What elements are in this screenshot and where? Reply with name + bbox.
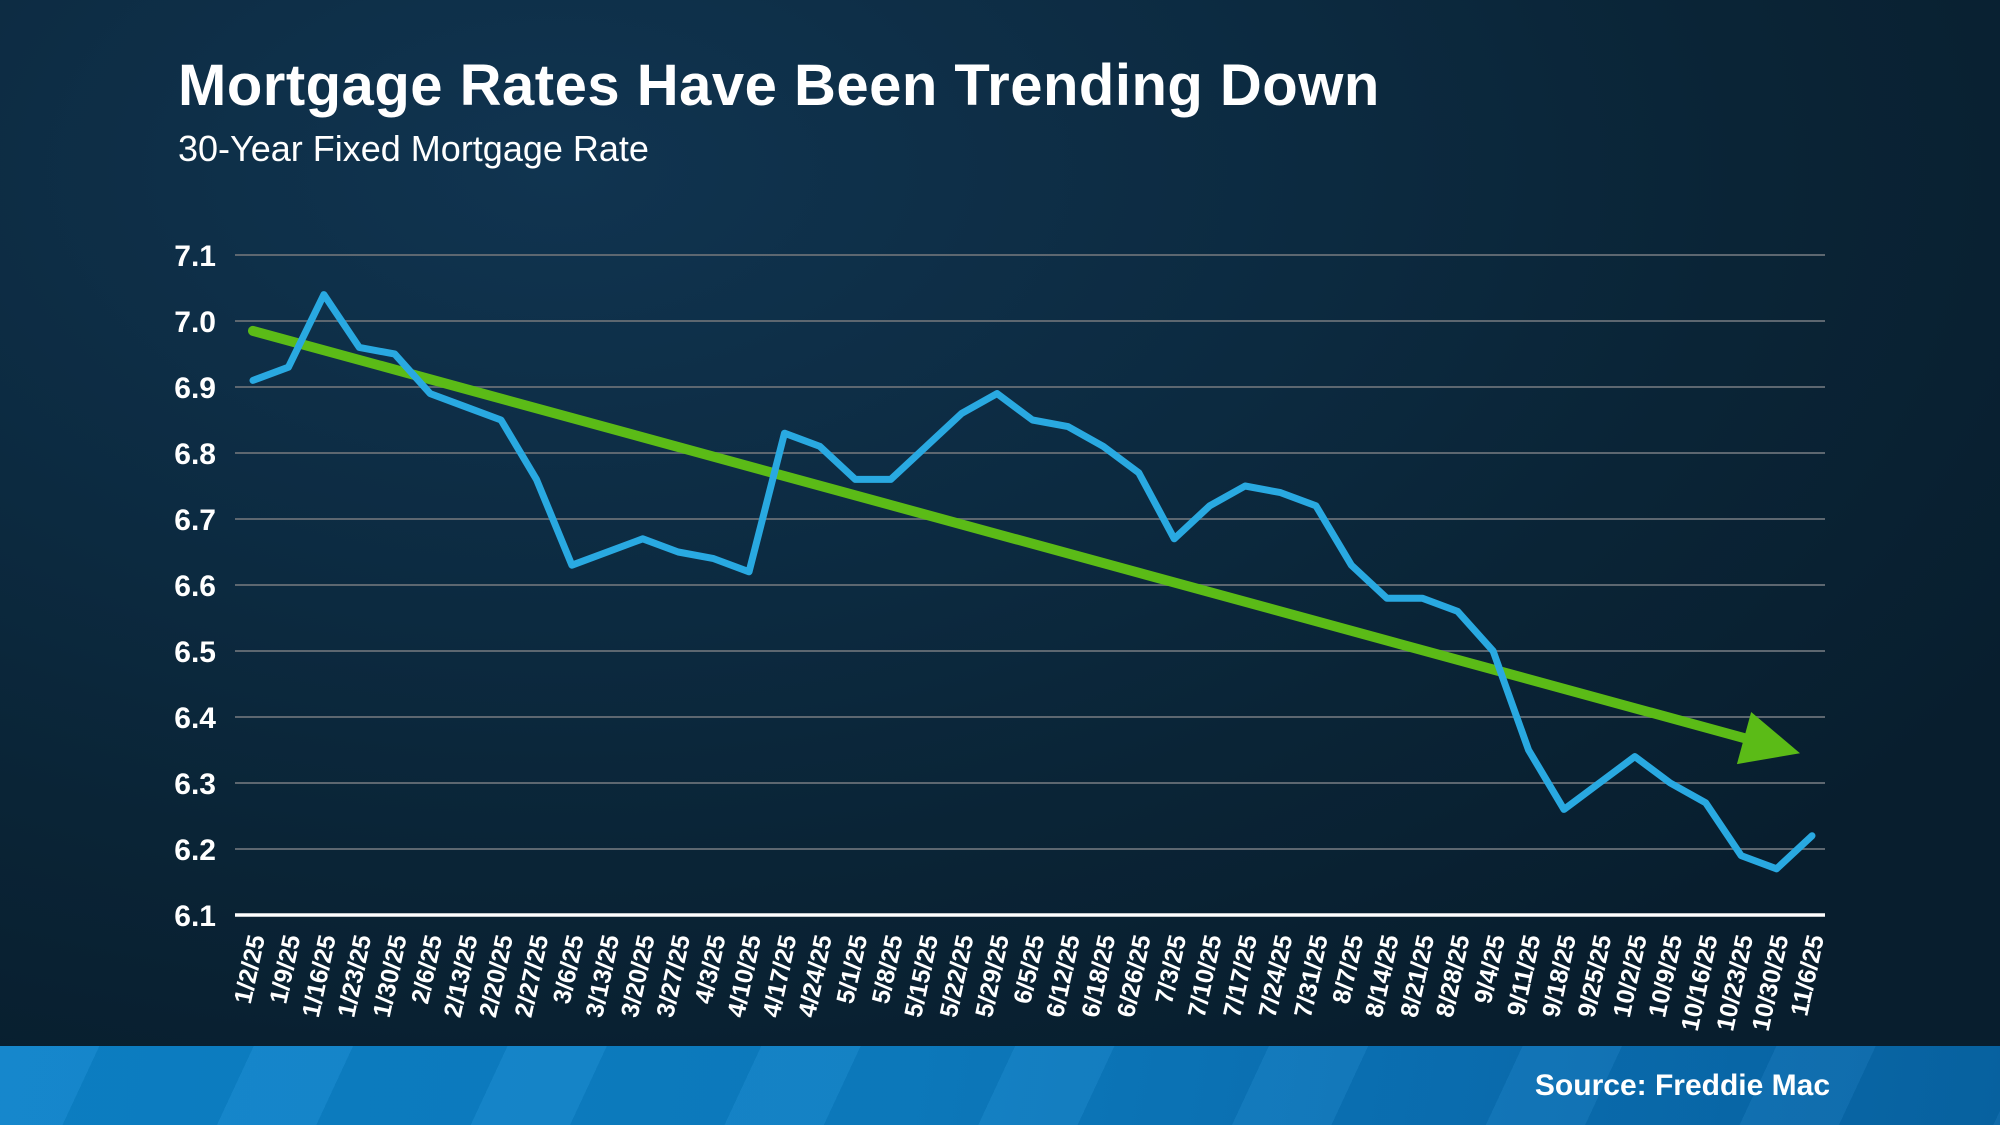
y-tick-label: 6.7	[174, 504, 216, 537]
gridlines	[235, 254, 1825, 917]
rate-line	[249, 291, 1816, 873]
y-tick-label: 6.5	[174, 636, 216, 669]
y-tick-label: 6.8	[174, 438, 216, 471]
x-axis-labels: 1/2/251/9/251/16/251/23/251/30/252/6/252…	[229, 932, 1830, 1033]
y-tick-label: 6.6	[174, 570, 216, 603]
y-tick-label: 6.9	[174, 372, 216, 405]
rate-polyline	[249, 291, 1816, 873]
footer-bar: Source: Freddie Mac	[0, 1046, 2000, 1125]
y-tick-label: 7.0	[174, 306, 216, 339]
y-tick-label: 7.1	[174, 240, 216, 273]
trend-line	[248, 325, 1767, 748]
y-tick-label: 6.1	[174, 900, 216, 933]
y-axis-labels: 7.1 7.0 6.9 6.8 6.7 6.6 6.5 6.4 6.3 6.2 6.1	[174, 240, 216, 933]
y-tick-label: 6.2	[174, 834, 216, 867]
source-label: Source: Freddie Mac	[1534, 1068, 1830, 1102]
chart-subtitle: 30-Year Fixed Mortgage Rate	[178, 128, 649, 169]
trend-arrow	[248, 325, 1800, 765]
page-title: Mortgage Rates Have Been Trending Down	[178, 53, 1380, 118]
trend-arrowhead	[1736, 711, 1800, 765]
y-tick-label: 6.4	[174, 702, 216, 735]
y-tick-label: 6.3	[174, 768, 216, 801]
